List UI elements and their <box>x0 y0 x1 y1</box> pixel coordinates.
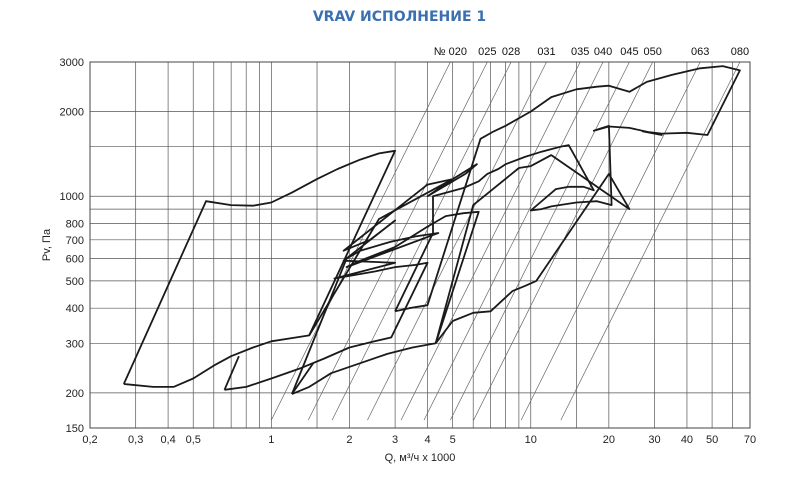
x-tick-label: 0,4 <box>160 434 175 446</box>
size-label: 080 <box>731 46 749 58</box>
size-line <box>367 61 547 421</box>
curve-series <box>224 163 478 391</box>
size-label: 040 <box>594 46 612 58</box>
size-label: 035 <box>571 46 589 58</box>
y-tick-label: 400 <box>66 303 84 315</box>
performance-curves <box>122 65 741 395</box>
size-label: 031 <box>537 46 555 58</box>
size-label: № 020 <box>434 46 467 58</box>
size-line <box>520 61 701 421</box>
y-tick-label: 500 <box>66 276 84 288</box>
x-tick-label: 0,5 <box>186 434 201 446</box>
y-tick-label: 3000 <box>60 57 84 69</box>
x-tick-label: 50 <box>706 434 718 446</box>
x-tick-label: 2 <box>346 434 352 446</box>
size-label: 063 <box>691 46 709 58</box>
y-tick-label: 600 <box>66 254 84 266</box>
y-tick-labels: 150 200 300 400 500 600 700 800 1000 2000 3000 <box>60 57 84 435</box>
x-tick-label: 30 <box>648 434 660 446</box>
size-line <box>423 61 604 421</box>
x-tick-label: 1 <box>268 434 274 446</box>
curve-series <box>122 149 396 388</box>
x-tick-label: 20 <box>603 434 615 446</box>
y-tick-label: 1000 <box>60 191 84 203</box>
size-label: 028 <box>502 46 520 58</box>
y-tick-label: 800 <box>66 218 84 230</box>
x-tick-label: 5 <box>450 434 456 446</box>
y-tick-label: 2000 <box>60 107 84 119</box>
size-label: 050 <box>643 46 661 58</box>
size-line <box>271 61 451 421</box>
x-tick-label: 70 <box>744 434 756 446</box>
size-label: 025 <box>478 46 496 58</box>
y-tick-label: 200 <box>66 388 84 400</box>
y-tick-label: 150 <box>66 423 84 435</box>
y-tick-label: 300 <box>66 338 84 350</box>
curve-series <box>394 65 741 313</box>
size-lines: № 020 025 028 031 035 040 045 050 063 080 <box>271 46 749 421</box>
curve-series <box>434 154 631 344</box>
x-axis-label: Q, м³/ч x 1000 <box>385 452 456 464</box>
y-axis-label: Pv, Па <box>41 228 53 261</box>
x-tick-label: 0,3 <box>128 434 143 446</box>
x-tick-label: 40 <box>681 434 693 446</box>
x-tick-label: 3 <box>392 434 398 446</box>
size-line <box>400 61 581 421</box>
x-tick-labels: 0,2 0,3 0,4 0,5 1 2 3 4 5 10 20 30 40 50 70 <box>82 434 756 446</box>
curve-series <box>223 355 240 391</box>
size-line <box>560 61 741 421</box>
size-label: 045 <box>620 46 638 58</box>
size-line <box>450 61 630 421</box>
chart-title: VRAV ИСПОЛНЕНИЕ 1 <box>312 9 487 25</box>
x-tick-label: 0,2 <box>82 434 97 446</box>
curve-series <box>291 362 314 395</box>
x-tick-label: 4 <box>424 434 430 446</box>
curve-series <box>291 210 480 395</box>
size-line <box>331 61 512 421</box>
x-tick-label: 10 <box>525 434 537 446</box>
y-tick-label: 700 <box>66 235 84 247</box>
plot-frame <box>89 61 751 429</box>
